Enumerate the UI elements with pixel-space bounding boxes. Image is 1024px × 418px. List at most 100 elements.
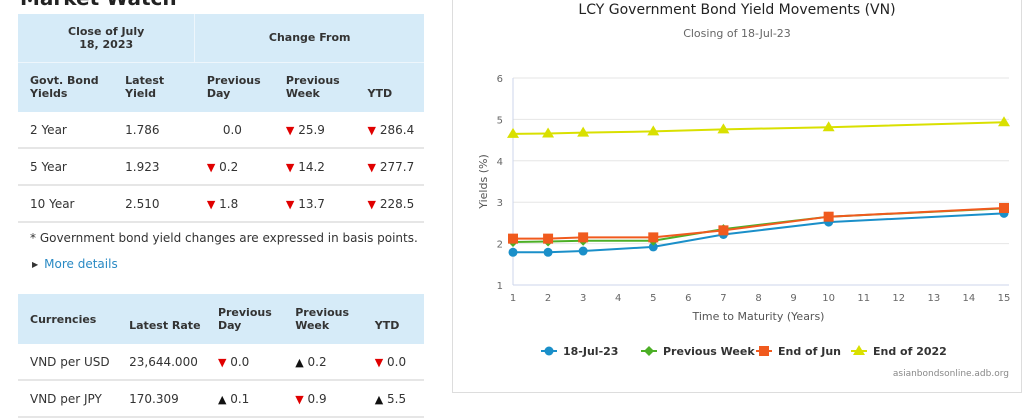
- x-tick-label: 7: [720, 293, 726, 304]
- change-value: 0.0: [387, 354, 407, 369]
- column-header: Previous Week: [283, 294, 363, 344]
- column-header: Govt. Bond Yields: [18, 62, 114, 112]
- chart-subtitle: Closing of 18-Jul-23: [683, 27, 791, 40]
- column-header: YTD: [362, 294, 424, 344]
- change-ytd: ▼ 228.5: [355, 185, 424, 223]
- latest-value: 23,644.000: [117, 344, 206, 381]
- y-tick-label: 6: [497, 74, 503, 85]
- chart-title: LCY Government Bond Yield Movements (VN): [578, 2, 895, 18]
- legend-item: Previous Week: [663, 345, 755, 358]
- x-tick-label: 13: [927, 293, 940, 304]
- x-tick-label: 6: [685, 293, 691, 304]
- change-value: 5.5: [387, 391, 407, 406]
- y-tick-label: 3: [497, 198, 503, 209]
- more-details-link[interactable]: ▶ More details: [32, 257, 118, 271]
- currency-table: Currencies Latest Rate Previous Day Previou…: [18, 294, 424, 418]
- y-tick-label: 5: [497, 115, 503, 126]
- change-value: 277.7: [379, 159, 415, 174]
- change-day: ▼ 1.8: [194, 185, 274, 223]
- change-week: ▼ 25.9: [273, 112, 356, 149]
- chart-panel: LCY Government Bond Yield Movements (VN)…: [452, 0, 1022, 393]
- change-week: ▼ 13.7: [273, 185, 356, 223]
- down-arrow-icon: ▼: [206, 197, 216, 211]
- change-day: 0.0: [194, 112, 274, 149]
- close-date-header: Close of July 18, 2023: [18, 14, 196, 62]
- y-tick-label: 1: [497, 281, 503, 292]
- change-value: 0.0: [230, 354, 250, 369]
- change-value: 0.1: [230, 391, 250, 406]
- change-value: 13.7: [298, 196, 325, 211]
- bond-yield-table: Close of July 18, 2023 Change From Govt.…: [18, 14, 424, 223]
- legend-item: End of 2022: [873, 345, 947, 358]
- x-axis-title: Time to Maturity (Years): [692, 310, 825, 323]
- x-tick-label: 2: [545, 293, 551, 304]
- x-tick-label: 11: [857, 293, 870, 304]
- change-value: 286.4: [379, 122, 415, 137]
- latest-value: 1.786: [113, 112, 195, 149]
- up-arrow-icon: ▲: [295, 355, 304, 369]
- x-tick-label: 14: [963, 293, 976, 304]
- legend-marker: [853, 345, 865, 355]
- latest-value: 2.510: [113, 185, 195, 223]
- change-ytd: ▼ 277.7: [355, 148, 424, 186]
- change-week: ▲ 0.2: [283, 344, 363, 381]
- data-point: [998, 116, 1010, 127]
- table-row: VND per JPY 170.309 ▲ 0.1 ▼ 0.9 ▲ 5.5: [18, 380, 424, 418]
- x-tick-label: 5: [650, 293, 656, 304]
- x-tick-label: 3: [580, 293, 586, 304]
- column-header: Previous Week: [273, 62, 356, 112]
- latest-value: 170.309: [117, 380, 206, 418]
- data-point: [543, 247, 553, 257]
- data-point: [508, 247, 518, 257]
- change-value: 0.0: [222, 122, 242, 137]
- x-tick-label: 8: [755, 293, 761, 304]
- change-value: 0.2: [307, 354, 327, 369]
- footnote: * Government bond yield changes are expr…: [30, 231, 418, 245]
- legend-marker: [544, 346, 554, 356]
- change-day: ▼ 0.0: [205, 344, 284, 381]
- market-watch-title: Market Watch: [20, 0, 177, 10]
- down-arrow-icon: ▼: [285, 197, 295, 211]
- row-label: 2 Year: [18, 112, 114, 149]
- change-value: 25.9: [298, 122, 325, 137]
- change-week: ▼ 0.9: [283, 380, 363, 418]
- x-tick-label: 12: [892, 293, 905, 304]
- column-header: Latest Yield: [113, 62, 195, 112]
- down-arrow-icon: ▼: [367, 123, 377, 137]
- change-value: 0.9: [307, 391, 327, 406]
- change-value: 14.2: [298, 159, 325, 174]
- legend-marker: [759, 346, 769, 356]
- row-label: VND per JPY: [18, 380, 118, 418]
- change-value: 228.5: [379, 196, 415, 211]
- table-row: VND per USD 23,644.000 ▼ 0.0 ▲ 0.2 ▼ 0.0: [18, 344, 424, 381]
- x-tick-label: 9: [790, 293, 796, 304]
- y-axis-title: Yields (%): [477, 154, 490, 209]
- column-header: Previous Day: [205, 294, 284, 344]
- y-tick-label: 2: [497, 240, 503, 251]
- up-arrow-icon: ▲: [374, 392, 384, 406]
- data-point: [822, 121, 835, 132]
- data-point: [507, 127, 519, 138]
- column-header: Previous Day: [194, 62, 274, 112]
- change-ytd: ▲ 5.5: [362, 380, 424, 418]
- change-ytd: ▼ 0.0: [362, 344, 424, 381]
- x-tick-label: 10: [822, 293, 835, 304]
- data-point: [717, 123, 730, 134]
- data-point: [542, 127, 555, 138]
- down-arrow-icon: ▼: [217, 355, 227, 369]
- row-label: 10 Year: [18, 185, 114, 223]
- legend-item: 18-Jul-23: [563, 345, 618, 358]
- table-row: 2 Year 1.786 0.0 ▼ 25.9 ▼ 286.4: [18, 112, 424, 149]
- data-point: [577, 126, 590, 137]
- row-label: VND per USD: [18, 344, 118, 381]
- yield-chart: LCY Government Bond Yield Movements (VN)…: [477, 2, 1010, 379]
- legend-item: End of Jun: [778, 345, 841, 358]
- data-point: [648, 242, 658, 252]
- down-arrow-icon: ▼: [206, 160, 216, 174]
- x-tick-label: 4: [615, 293, 621, 304]
- more-details-label[interactable]: More details: [44, 257, 118, 271]
- data-point: [578, 246, 588, 256]
- x-tick-label: 1: [510, 293, 516, 304]
- data-point: [508, 233, 518, 244]
- down-arrow-icon: ▼: [374, 355, 384, 369]
